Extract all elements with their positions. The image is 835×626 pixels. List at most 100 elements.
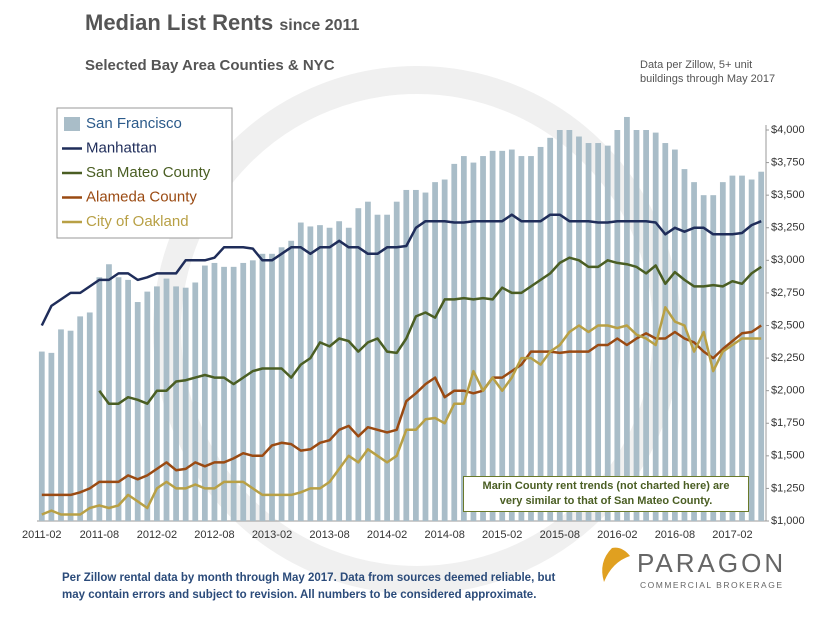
annotation: Marin County rent trends (not charted he… xyxy=(463,476,749,512)
bar xyxy=(739,175,745,521)
bar xyxy=(365,201,371,521)
bar xyxy=(297,222,304,521)
bar xyxy=(604,145,611,521)
x-tick-label: 2013-02 xyxy=(252,529,292,541)
bar xyxy=(374,214,381,521)
line xyxy=(40,213,762,327)
legend-label: San Mateo County xyxy=(86,164,211,181)
bar xyxy=(182,287,189,521)
bar xyxy=(547,137,554,521)
bar xyxy=(96,277,103,521)
bar xyxy=(163,278,170,521)
bar xyxy=(700,195,707,521)
y-tick-label: $2,500 xyxy=(771,319,805,331)
y-tick-label: $2,250 xyxy=(771,352,805,364)
legend-label: Alameda County xyxy=(86,188,197,205)
bar xyxy=(48,352,55,521)
bar xyxy=(652,132,659,521)
bar xyxy=(58,329,64,521)
bar xyxy=(307,226,314,522)
bar xyxy=(86,312,93,521)
y-tick-label: $3,500 xyxy=(771,189,805,201)
y-tick-label: $1,500 xyxy=(771,450,805,462)
bar xyxy=(345,227,352,521)
subtitle: Selected Bay Area Counties & NYC xyxy=(85,57,335,74)
title-wrap: Median List Rents since 2011 xyxy=(85,10,359,36)
bar xyxy=(201,265,208,521)
bar xyxy=(77,316,84,521)
bar xyxy=(115,277,122,521)
line xyxy=(41,306,762,516)
bar xyxy=(67,330,74,521)
x-tick-label: 2015-08 xyxy=(540,529,580,541)
legend-swatch xyxy=(64,117,80,131)
bar xyxy=(240,262,247,521)
bar xyxy=(326,227,333,521)
x-tick-label: 2016-02 xyxy=(597,529,637,541)
bar xyxy=(192,282,199,521)
x-tick-label: 2012-02 xyxy=(137,529,177,541)
bar xyxy=(288,240,295,522)
y-tick-label: $3,250 xyxy=(771,222,805,234)
y-tick-label: $1,250 xyxy=(771,482,805,494)
x-tick-label: 2011-08 xyxy=(80,529,120,541)
logo-text: PARAGON xyxy=(637,548,787,578)
bar xyxy=(422,192,429,521)
y-tick-label: $2,750 xyxy=(771,287,805,299)
bar xyxy=(643,130,649,521)
bar xyxy=(173,286,179,521)
y-tick-label: $2,000 xyxy=(771,385,805,397)
bar xyxy=(614,130,621,521)
legend-label: San Francisco xyxy=(86,115,182,132)
bar xyxy=(480,156,486,522)
title-note: since 2011 xyxy=(279,17,360,34)
bar xyxy=(460,156,467,522)
bar xyxy=(489,150,496,521)
bar xyxy=(413,189,419,521)
bar xyxy=(144,291,151,521)
bar xyxy=(249,260,256,521)
line xyxy=(98,256,762,405)
bar xyxy=(451,163,458,522)
bar xyxy=(624,116,630,521)
bar xyxy=(278,247,285,522)
bar xyxy=(134,302,141,521)
x-tick-label: 2014-08 xyxy=(424,529,464,541)
bar xyxy=(230,266,237,521)
bar xyxy=(556,130,563,521)
y-tick-label: $1,000 xyxy=(771,515,805,527)
bar xyxy=(528,156,534,522)
bar xyxy=(221,266,227,521)
x-tick-label: 2017-02 xyxy=(712,529,752,541)
bar xyxy=(508,149,515,522)
legend xyxy=(56,107,233,239)
bar xyxy=(729,175,736,521)
y-tick-label: $4,000 xyxy=(771,124,805,136)
bar xyxy=(662,143,669,522)
bar xyxy=(595,143,602,522)
legend-label: City of Oakland xyxy=(86,213,189,230)
bar xyxy=(566,130,573,521)
bar xyxy=(269,253,275,522)
logo-sub: COMMERCIAL BROKERAGE xyxy=(640,580,784,590)
footer: Per Zillow rental data by month through … xyxy=(62,572,556,601)
bar xyxy=(671,149,678,522)
bar xyxy=(499,150,506,521)
y-tick-label: $3,750 xyxy=(771,156,805,168)
x-tick-label: 2012-08 xyxy=(194,529,234,541)
x-tick-label: 2014-02 xyxy=(367,529,407,541)
bar xyxy=(259,253,266,522)
bar xyxy=(317,225,323,522)
y-tick-label: $3,000 xyxy=(771,254,805,266)
bar xyxy=(393,201,400,521)
bar xyxy=(211,262,218,521)
bar xyxy=(681,169,688,521)
bar xyxy=(441,179,448,521)
source-note: Data per Zillow, 5+ unit buildings throu… xyxy=(640,59,776,85)
legend-label: Manhattan xyxy=(86,139,157,156)
bar xyxy=(432,182,438,521)
bar xyxy=(336,221,343,521)
bar xyxy=(106,264,112,521)
